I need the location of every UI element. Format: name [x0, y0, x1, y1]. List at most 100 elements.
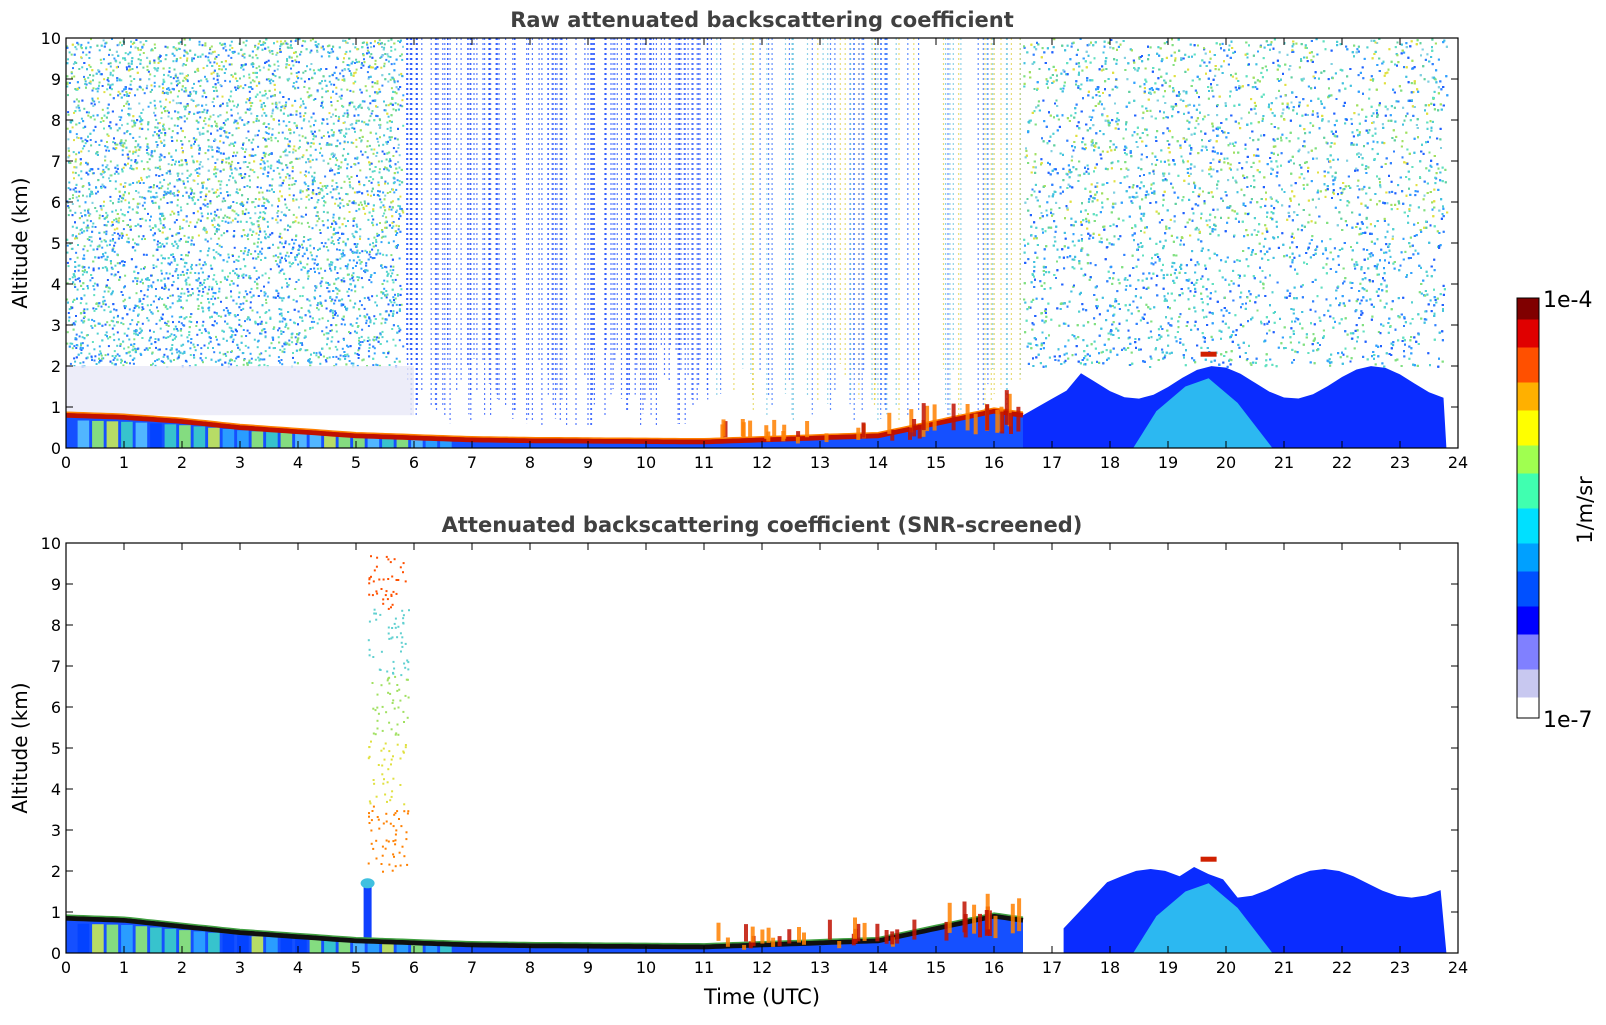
noise-speckle [72, 67, 74, 69]
noise-speckle [294, 183, 296, 185]
noise-speckle [101, 247, 103, 249]
noise-speckle [222, 200, 224, 202]
noise-speckle [268, 309, 270, 311]
noise-speckle [184, 50, 186, 52]
noise-speckle [264, 90, 266, 92]
noise-speckle [202, 95, 204, 97]
noise-speckle [82, 248, 84, 250]
noise-speckle [287, 327, 289, 329]
noise-speckle [279, 272, 281, 274]
noise-speckle [172, 294, 174, 296]
noise-speckle [91, 69, 93, 71]
noise-speckle [371, 215, 373, 217]
noise-speckle [237, 104, 239, 106]
noise-speckle [163, 145, 165, 147]
noise-speckle [72, 234, 74, 236]
noise-speckle [111, 273, 113, 275]
noise-speckle [381, 322, 383, 324]
noise-speckle [180, 41, 182, 43]
noise-speckle [366, 44, 368, 46]
noise-speckle [399, 55, 401, 57]
noise-speckle [207, 158, 209, 160]
noise-speckle [231, 161, 233, 163]
noise-speckle [380, 333, 382, 335]
noise-speckle [286, 282, 288, 284]
noise-speckle [127, 211, 129, 213]
noise-speckle [305, 161, 307, 163]
noise-speckle [216, 196, 218, 198]
noise-speckle [207, 203, 209, 205]
noise-speckle [95, 88, 97, 90]
noise-speckle [83, 145, 85, 147]
noise-speckle [86, 195, 88, 197]
noise-speckle [208, 146, 210, 148]
noise-speckle [299, 192, 301, 194]
noise-speckle [228, 55, 230, 57]
noise-speckle [177, 80, 179, 82]
noise-speckle [154, 44, 156, 46]
noise-speckle [388, 273, 390, 275]
noise-speckle [268, 236, 270, 238]
noise-speckle [257, 357, 259, 359]
noise-speckle [385, 59, 387, 61]
noise-speckle [264, 162, 266, 164]
noise-speckle [200, 220, 202, 222]
noise-speckle [295, 336, 297, 338]
noise-speckle [280, 309, 282, 311]
noise-speckle [346, 89, 348, 91]
noise-speckle [216, 73, 218, 75]
noise-speckle [332, 315, 334, 317]
noise-speckle [170, 361, 172, 363]
noise-speckle [284, 40, 286, 42]
noise-speckle [106, 331, 108, 333]
noise-speckle [161, 273, 163, 275]
noise-speckle [178, 321, 180, 323]
noise-speckle [106, 270, 108, 272]
noise-speckle [272, 80, 274, 82]
noise-speckle [397, 147, 399, 149]
noise-speckle [257, 146, 259, 148]
noise-speckle [336, 182, 338, 184]
noise-speckle [197, 287, 199, 289]
noise-speckle [138, 103, 140, 105]
noise-speckle [184, 115, 186, 117]
noise-speckle [271, 139, 273, 141]
noise-speckle [156, 70, 158, 72]
noise-speckle [270, 82, 272, 84]
noise-speckle [376, 233, 378, 235]
noise-speckle [372, 219, 374, 221]
noise-speckle [321, 80, 323, 82]
noise-speckle [96, 210, 98, 212]
noise-speckle [187, 255, 189, 257]
noise-speckle [310, 125, 312, 127]
noise-speckle [228, 132, 230, 134]
noise-speckle [357, 243, 359, 245]
noise-speckle [379, 313, 381, 315]
noise-speckle [187, 295, 189, 297]
noise-speckle [265, 299, 267, 301]
noise-speckle [276, 263, 278, 265]
noise-speckle [295, 114, 297, 116]
noise-speckle [329, 112, 331, 114]
noise-speckle [201, 212, 203, 214]
noise-speckle [349, 50, 351, 52]
noise-speckle [342, 348, 344, 350]
noise-speckle [173, 192, 175, 194]
noise-speckle [197, 344, 199, 346]
noise-speckle [361, 336, 363, 338]
noise-speckle [332, 240, 334, 242]
noise-speckle [318, 272, 320, 274]
noise-speckle [221, 234, 223, 236]
noise-speckle [164, 283, 166, 285]
noise-speckle [207, 240, 209, 242]
noise-speckle [130, 84, 132, 86]
noise-speckle [279, 233, 281, 235]
noise-speckle [317, 220, 319, 222]
noise-speckle [124, 132, 126, 134]
noise-speckle [207, 298, 209, 300]
noise-speckle [212, 296, 214, 298]
noise-speckle [75, 158, 77, 160]
noise-speckle [140, 177, 142, 179]
noise-speckle [259, 228, 261, 230]
noise-speckle [214, 162, 216, 164]
